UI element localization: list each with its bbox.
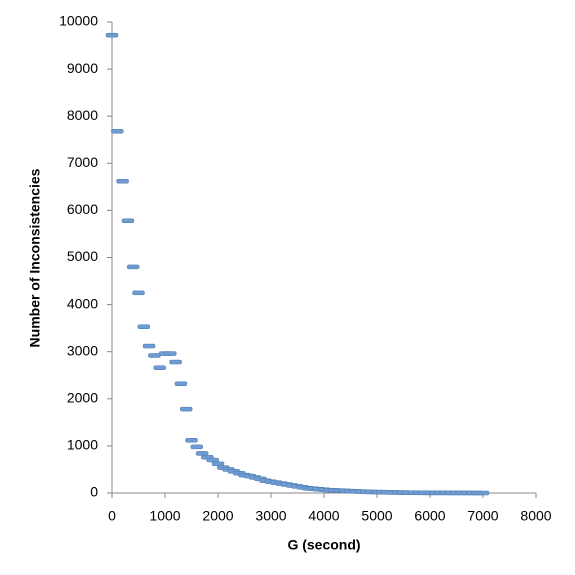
data-point <box>142 343 156 349</box>
data-point <box>169 359 182 365</box>
y-tick-label: 3000 <box>67 342 98 358</box>
data-point <box>126 264 140 270</box>
data-point <box>132 290 145 296</box>
x-tick-label: 8000 <box>520 508 551 524</box>
data-point <box>164 351 177 356</box>
data-point <box>206 457 219 463</box>
data-point <box>111 129 124 134</box>
data-point <box>211 461 225 467</box>
x-tick-label: 2000 <box>202 508 233 524</box>
y-tick-label: 1000 <box>67 437 98 453</box>
y-tick-label: 5000 <box>67 248 98 264</box>
data-point <box>153 365 166 370</box>
y-tick-label: 8000 <box>67 107 98 123</box>
y-tick-label: 9000 <box>67 60 98 76</box>
x-tick-label: 0 <box>108 508 116 524</box>
data-point <box>179 406 193 412</box>
data-point <box>105 32 119 38</box>
data-point <box>121 218 135 224</box>
data-point <box>190 444 204 450</box>
x-tick-label: 5000 <box>361 508 392 524</box>
data-point <box>137 324 151 329</box>
y-tick-label: 10000 <box>59 13 98 29</box>
data-point <box>195 451 209 456</box>
x-tick-label: 3000 <box>255 508 286 524</box>
x-tick-label: 6000 <box>414 508 445 524</box>
data-point <box>476 490 490 496</box>
x-axis-label: G (second) <box>287 537 360 553</box>
data-point <box>148 353 161 358</box>
x-tick-label: 7000 <box>467 508 498 524</box>
y-tick-label: 0 <box>90 484 98 500</box>
y-tick-label: 4000 <box>67 295 98 311</box>
y-axis-label: Number of Inconsistencies <box>27 168 43 347</box>
data-point <box>116 178 129 184</box>
data-point <box>174 381 188 386</box>
y-tick-label: 6000 <box>67 201 98 217</box>
x-tick-label: 1000 <box>149 508 180 524</box>
x-tick-label: 4000 <box>308 508 339 524</box>
data-point <box>185 437 198 443</box>
y-tick-label: 2000 <box>67 390 98 406</box>
y-tick-label: 7000 <box>67 154 98 170</box>
